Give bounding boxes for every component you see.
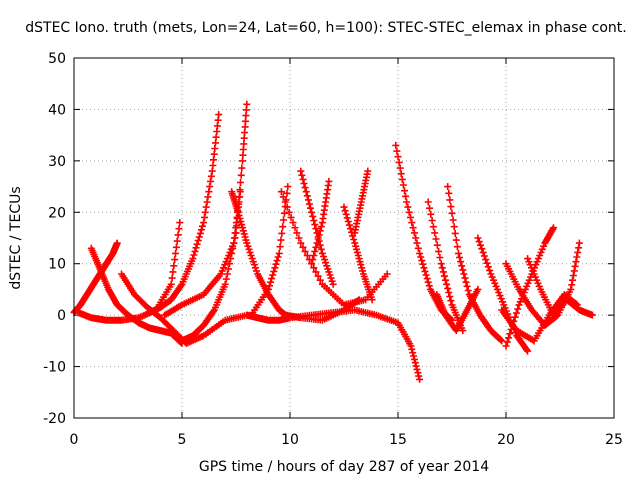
- x-tick-label: 15: [389, 432, 407, 448]
- series-group: [351, 167, 372, 237]
- series-group: [243, 306, 424, 383]
- y-tick-label: 10: [48, 257, 66, 273]
- data-points: [70, 100, 596, 383]
- y-tick-label: -10: [43, 360, 66, 376]
- series-group: [87, 244, 186, 347]
- x-tick-label: 25: [605, 432, 623, 448]
- data-point-markers: [277, 188, 391, 309]
- data-point-markers: [340, 203, 376, 304]
- series-group: [433, 285, 482, 335]
- data-point-markers: [498, 291, 581, 345]
- series-group: [308, 177, 333, 268]
- plot-frame: [73, 57, 615, 419]
- data-point-markers: [87, 244, 186, 347]
- series-group: [392, 141, 456, 324]
- x-tick-label: 0: [70, 432, 79, 448]
- data-point-markers: [243, 306, 424, 383]
- grid-lines: [74, 58, 614, 418]
- x-tick-label: 10: [281, 432, 299, 448]
- data-point-markers: [502, 224, 557, 350]
- series-group: [502, 224, 557, 350]
- data-point-markers: [297, 167, 337, 288]
- series-group: [161, 188, 244, 319]
- data-point-markers: [351, 167, 372, 237]
- x-tick-label: 20: [497, 432, 515, 448]
- axis-ticks: [73, 57, 615, 419]
- series-group: [340, 203, 376, 304]
- series-group: [297, 167, 337, 288]
- chart-title: dSTEC Iono. truth (mets, Lon=24, Lat=60,…: [25, 20, 626, 36]
- data-point-markers: [308, 177, 333, 268]
- y-tick-label: 20: [48, 205, 66, 221]
- series-group: [74, 219, 184, 324]
- y-axis-label: dSTEC / TECUs: [8, 186, 24, 289]
- y-tick-label: 40: [48, 102, 66, 118]
- series-group: [118, 270, 251, 347]
- x-axis-label: GPS time / hours of day 287 of year 2014: [199, 459, 489, 475]
- y-tick-label: 50: [48, 51, 66, 67]
- x-tick-label: 5: [178, 432, 187, 448]
- data-point-markers: [161, 188, 244, 319]
- data-point-markers: [74, 219, 184, 324]
- data-point-markers: [118, 270, 251, 347]
- data-point-markers: [146, 111, 223, 317]
- y-tick-label: 0: [57, 308, 66, 324]
- data-point-markers: [392, 141, 456, 324]
- y-tick-label: -20: [43, 411, 66, 427]
- x-tick-labels: 0 5 10 15 20 25: [70, 432, 623, 448]
- series-group: [498, 291, 581, 345]
- y-tick-labels: -20 -10 0 10 20 30 40 50: [43, 51, 66, 427]
- data-point-markers: [433, 285, 482, 335]
- series-group: [277, 188, 391, 309]
- series-group: [146, 111, 223, 317]
- y-tick-label: 30: [48, 154, 66, 170]
